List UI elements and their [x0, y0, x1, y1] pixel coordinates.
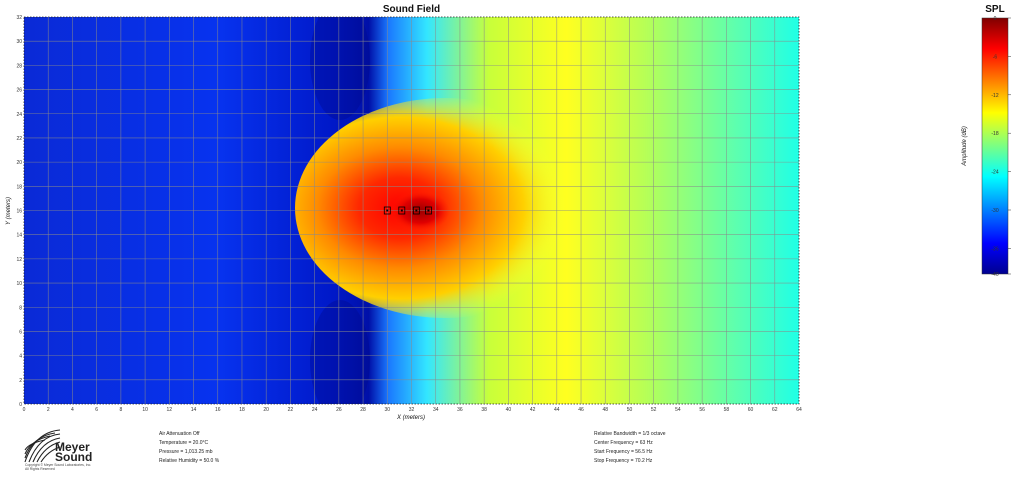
x-tick-label: 60: [748, 407, 754, 413]
grid-lines: [24, 17, 799, 404]
x-tick-label: 56: [699, 407, 705, 413]
x-tick-label: 10: [142, 407, 148, 413]
y-axis-label: Y (meters): [6, 197, 12, 225]
y-tick-label: 26: [16, 88, 22, 94]
center-frequency-text: Center Frequency = 63 Hz: [594, 440, 653, 446]
y-tick-label: 32: [16, 15, 22, 21]
speaker-icon: [383, 206, 391, 215]
speaker-icon: [425, 206, 432, 215]
y-tick-label: 4: [19, 354, 22, 360]
x-axis-label: X (meters): [396, 415, 425, 421]
colorbar-ticks: 0 -6 -12 -18 -24 -30 -36 -40: [991, 16, 1011, 278]
x-tick-label: 46: [578, 407, 584, 413]
colorbar-title: SPL: [985, 4, 1005, 15]
x-tick-label: 4: [71, 407, 74, 413]
colorbar-tick-label: 0: [994, 16, 997, 22]
y-tick-label: 30: [16, 39, 22, 45]
y-tick-label: 12: [16, 257, 22, 263]
x-tick-label: 14: [191, 407, 197, 413]
bandwidth-text: Relative Bandwidth = 1/3 octave: [594, 431, 666, 437]
colorbar-tick-label: -30: [991, 208, 998, 214]
colorbar-tick-label: -36: [991, 246, 998, 252]
x-tick-label: 54: [675, 407, 681, 413]
x-tick-label: 30: [385, 407, 391, 413]
x-tick-label: 36: [457, 407, 463, 413]
y-tick-label: 24: [16, 112, 22, 118]
temperature-text: Temperature = 20.0°C: [159, 440, 209, 446]
colorbar-tick-label: -18: [991, 131, 998, 137]
y-tick-label: 20: [16, 160, 22, 166]
stop-frequency-text: Stop Frequency = 70.2 Hz: [594, 458, 653, 464]
x-tick-label: 48: [602, 407, 608, 413]
x-tick-label: 32: [409, 407, 415, 413]
x-tick-label: 8: [119, 407, 122, 413]
x-tick-label: 18: [239, 407, 245, 413]
colorbar-tick-label: -40: [991, 272, 998, 278]
x-tick-label: 26: [336, 407, 342, 413]
x-tick-label: 62: [772, 407, 778, 413]
speaker-center: [386, 209, 389, 212]
air-attenuation-text: Air Attenuation Off: [159, 431, 200, 437]
logo-line-2: Sound: [55, 450, 92, 464]
x-tick-label: 34: [433, 407, 439, 413]
x-tick-label: 58: [724, 407, 730, 413]
y-tick-label: 10: [16, 281, 22, 287]
x-tick-label: 44: [554, 407, 560, 413]
x-tick-label: 24: [312, 407, 318, 413]
y-tick-label: 8: [19, 305, 22, 311]
x-tick-label: 6: [95, 407, 98, 413]
speaker-center: [415, 209, 418, 212]
x-tick-label: 20: [263, 407, 269, 413]
y-tick-label: 6: [19, 329, 22, 335]
colorbar-tick-label: -6: [993, 54, 998, 60]
atmosphere-info: Air Attenuation Off Temperature = 20.0°C…: [159, 430, 219, 466]
speaker-center: [427, 209, 430, 212]
speaker-icon: [412, 206, 420, 215]
logo-arcs-icon: [24, 429, 61, 463]
humidity-text: Relative Humidity = 50.0 %: [159, 458, 220, 464]
speaker-center: [400, 209, 403, 212]
pressure-text: Pressure = 1,013.25 mb: [159, 449, 213, 455]
x-tick-label: 42: [530, 407, 536, 413]
logo-rights: All Rights Reserved: [25, 467, 55, 471]
y-tick-label: 14: [16, 233, 22, 239]
y-tick-label: 0: [19, 402, 22, 408]
colorbar-tick-label: -12: [991, 93, 998, 99]
colorbar: [981, 17, 1009, 275]
x-tick-label: 40: [506, 407, 512, 413]
y-tick-label: 22: [16, 136, 22, 142]
x-tick-label: 12: [167, 407, 173, 413]
x-tick-label: 16: [215, 407, 221, 413]
speaker-array: [383, 206, 432, 215]
x-tick-label: 0: [23, 407, 26, 413]
x-tick-label: 22: [288, 407, 294, 413]
y-tick-label: 28: [16, 63, 22, 69]
logo-copyright: Copyright © Meyer Sound Laboratories, In…: [25, 463, 91, 467]
colorbar-label: Amplitude (dB): [962, 126, 968, 167]
x-tick-label: 28: [360, 407, 366, 413]
y-tick-label: 16: [16, 209, 22, 215]
colorbar-tick-label: -24: [991, 170, 998, 176]
x-axis-ticks: 0 2 4 6 8 10 12 14 16 18 20 22 24 26 28 30 32 34 36 38 40 42 4…: [23, 407, 802, 413]
meyer-sound-logo: Meyer Sound Copyright © Meyer Sound Labo…: [24, 429, 92, 471]
frequency-info: Relative Bandwidth = 1/3 octave Center F…: [594, 430, 666, 466]
x-tick-label: 50: [627, 407, 633, 413]
x-tick-label: 38: [481, 407, 487, 413]
y-tick-label: 18: [16, 184, 22, 190]
x-tick-label: 52: [651, 407, 657, 413]
x-tick-label: 2: [47, 407, 50, 413]
x-tick-label: 64: [796, 407, 802, 413]
chart-title: Sound Field: [382, 4, 441, 15]
y-tick-label: 2: [19, 378, 22, 384]
speaker-icon: [398, 206, 406, 215]
start-frequency-text: Start Frequency = 56.5 Hz: [594, 449, 653, 455]
logo-line-1: Meyer: [55, 440, 90, 454]
